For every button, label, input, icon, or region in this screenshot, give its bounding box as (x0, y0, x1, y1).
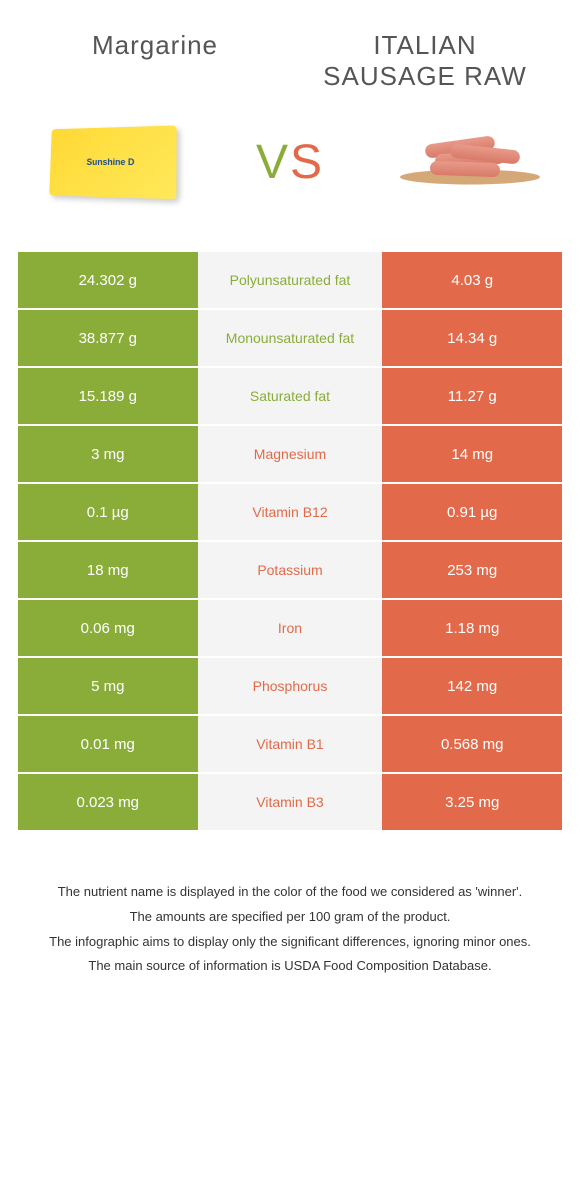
right-value: 3.25 mg (382, 774, 562, 830)
left-value: 3 mg (18, 426, 198, 482)
nutrient-label: Monounsaturated fat (198, 310, 383, 366)
nutrient-label: Vitamin B3 (198, 774, 383, 830)
table-row: 0.06 mgIron1.18 mg (18, 600, 562, 656)
vs-label: VS (256, 135, 324, 190)
comparison-table: 24.302 gPolyunsaturated fat4.03 g38.877 … (0, 252, 580, 830)
right-value: 14.34 g (382, 310, 562, 366)
left-value: 0.1 µg (18, 484, 198, 540)
sausage-icon (395, 122, 545, 202)
table-row: 0.01 mgVitamin B10.568 mg (18, 716, 562, 772)
table-row: 0.023 mgVitamin B33.25 mg (18, 774, 562, 830)
nutrient-label: Polyunsaturated fat (198, 252, 383, 308)
left-value: 18 mg (18, 542, 198, 598)
nutrient-label: Vitamin B12 (198, 484, 383, 540)
left-value: 0.023 mg (18, 774, 198, 830)
table-row: 0.1 µgVitamin B120.91 µg (18, 484, 562, 540)
vs-v: V (256, 136, 290, 189)
table-row: 38.877 gMonounsaturated fat14.34 g (18, 310, 562, 366)
nutrient-label: Vitamin B1 (198, 716, 383, 772)
right-value: 11.27 g (382, 368, 562, 424)
nutrient-label: Magnesium (198, 426, 383, 482)
vs-s: S (290, 136, 324, 189)
table-row: 15.189 gSaturated fat11.27 g (18, 368, 562, 424)
header: Margarine ITALIAN SAUSAGE RAW (0, 0, 580, 102)
right-value: 0.91 µg (382, 484, 562, 540)
right-food-image (390, 112, 550, 212)
right-food-title: ITALIAN SAUSAGE RAW (304, 30, 547, 92)
left-value: 24.302 g (18, 252, 198, 308)
right-value: 1.18 mg (382, 600, 562, 656)
footer-line: The infographic aims to display only the… (30, 932, 550, 953)
table-row: 18 mgPotassium253 mg (18, 542, 562, 598)
left-food-title: Margarine (34, 30, 277, 61)
footer-notes: The nutrient name is displayed in the co… (0, 832, 580, 1001)
right-value: 0.568 mg (382, 716, 562, 772)
nutrient-label: Iron (198, 600, 383, 656)
vs-row: Sunshine D VS (0, 102, 580, 252)
footer-line: The main source of information is USDA F… (30, 956, 550, 977)
right-value: 4.03 g (382, 252, 562, 308)
table-row: 24.302 gPolyunsaturated fat4.03 g (18, 252, 562, 308)
nutrient-label: Phosphorus (198, 658, 383, 714)
footer-line: The nutrient name is displayed in the co… (30, 882, 550, 903)
left-value: 0.06 mg (18, 600, 198, 656)
left-value: 38.877 g (18, 310, 198, 366)
right-value: 14 mg (382, 426, 562, 482)
table-row: 3 mgMagnesium14 mg (18, 426, 562, 482)
margarine-icon: Sunshine D (49, 125, 176, 199)
left-value: 5 mg (18, 658, 198, 714)
left-value: 0.01 mg (18, 716, 198, 772)
nutrient-label: Saturated fat (198, 368, 383, 424)
right-value: 253 mg (382, 542, 562, 598)
nutrient-label: Potassium (198, 542, 383, 598)
table-row: 5 mgPhosphorus142 mg (18, 658, 562, 714)
right-value: 142 mg (382, 658, 562, 714)
left-value: 15.189 g (18, 368, 198, 424)
left-food-image: Sunshine D (30, 112, 190, 212)
footer-line: The amounts are specified per 100 gram o… (30, 907, 550, 928)
